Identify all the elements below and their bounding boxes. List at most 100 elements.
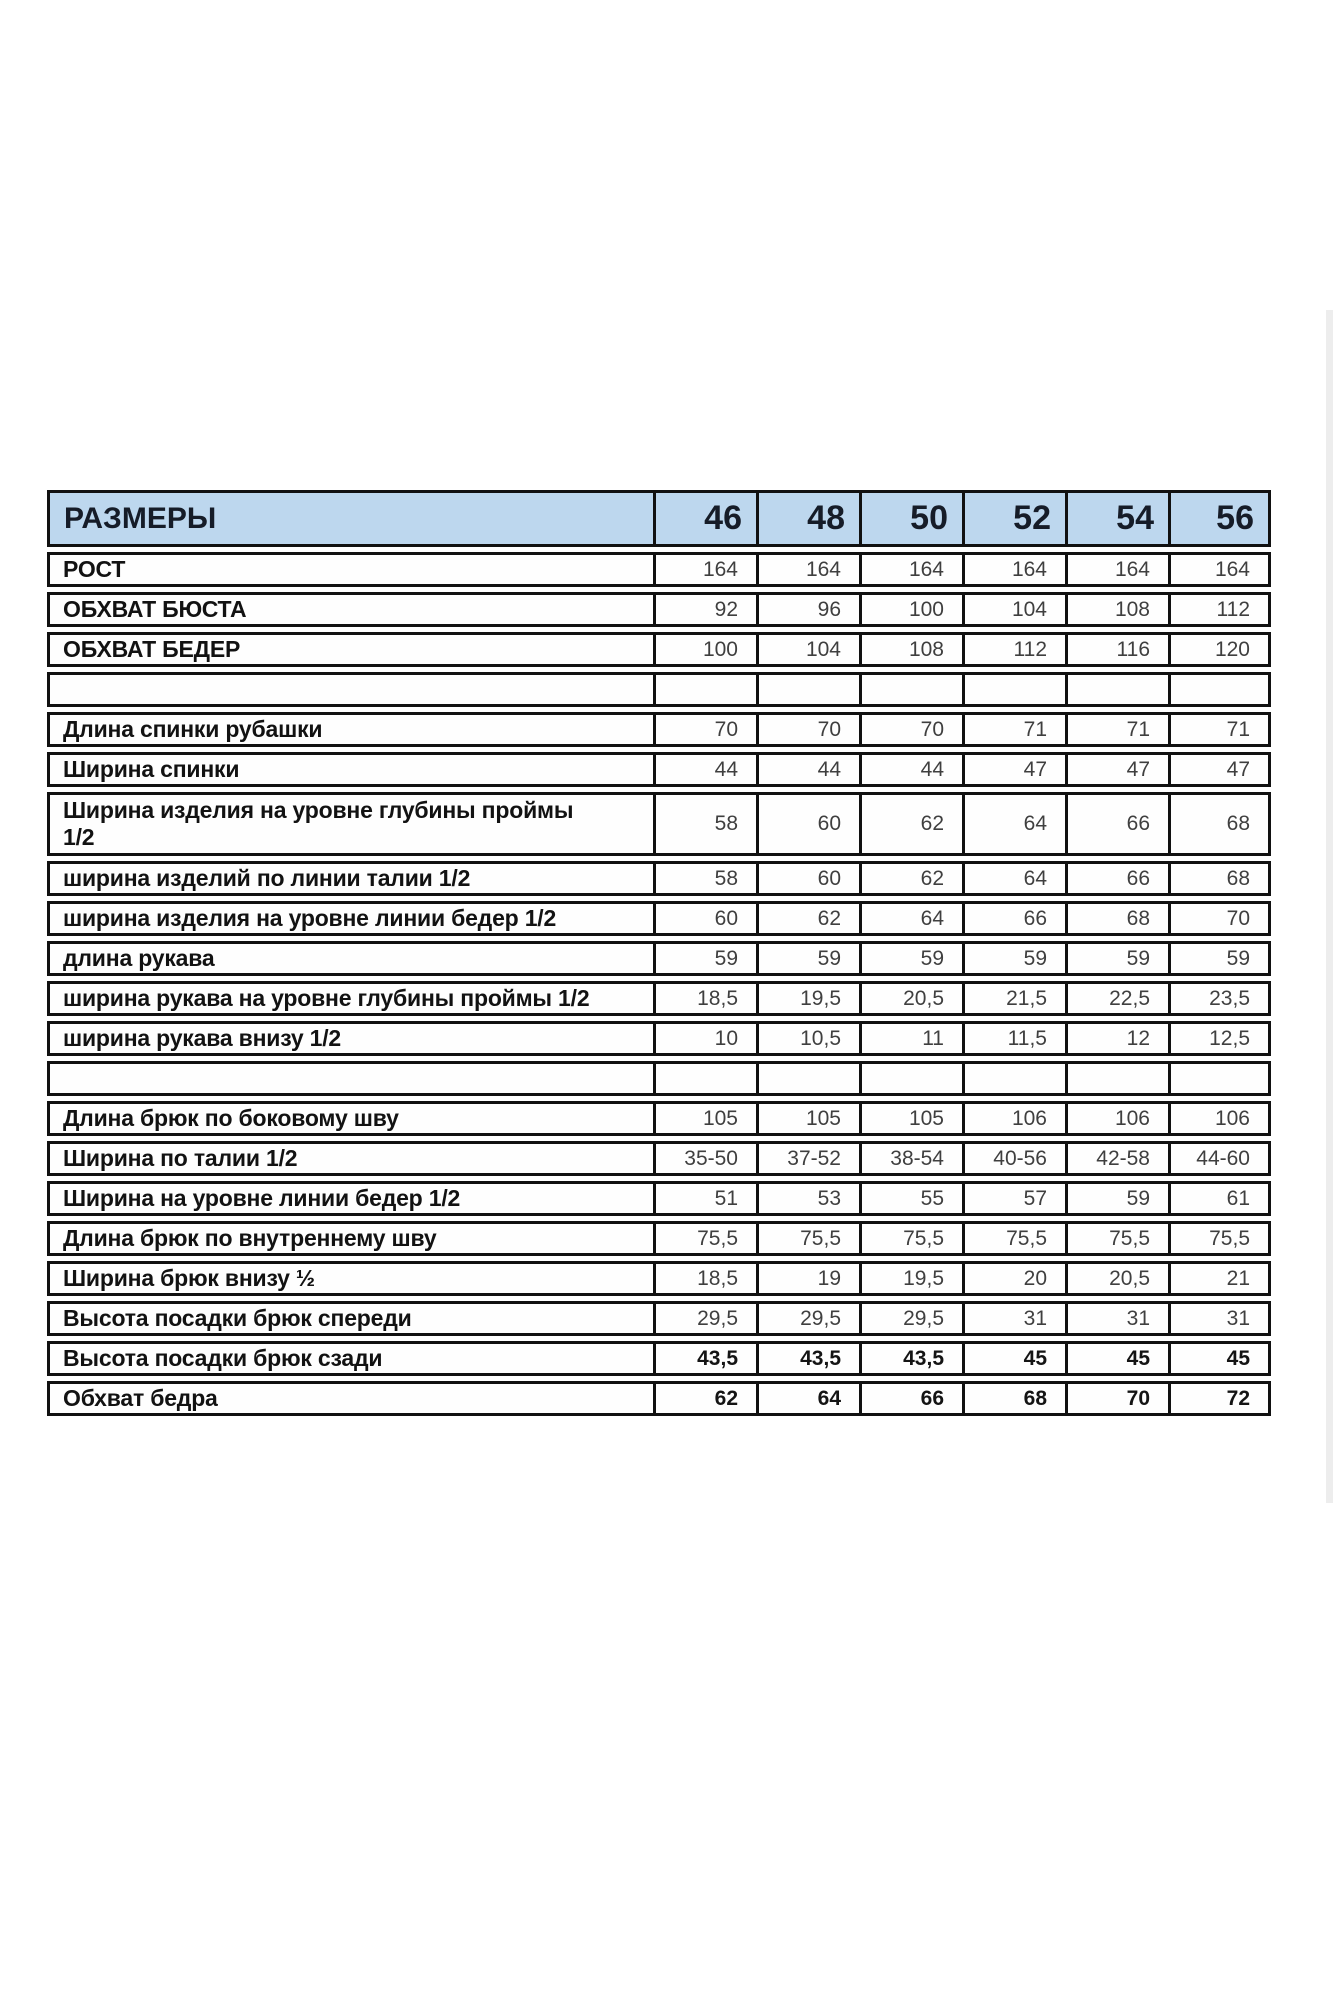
value-cell: 105	[756, 1101, 859, 1136]
value-cell: 18,5	[653, 981, 756, 1016]
value-cell: 60	[756, 861, 859, 896]
table-row: Длина спинки рубашки 70 70 70 71 71 71	[47, 712, 1271, 747]
table-row: Длина брюк по боковому шву 105 105 105 106 10…	[47, 1101, 1271, 1136]
value-cell: 62	[756, 901, 859, 936]
size-column-header: 56	[1168, 490, 1271, 547]
row-label-cell: Длина брюк по внутреннему шву	[47, 1221, 653, 1256]
table-row: Ширина по талии 1/2 35-50 37-52 38-54 40-56 4…	[47, 1141, 1271, 1176]
value-cell: 19	[756, 1261, 859, 1296]
value-cell: 120	[1168, 632, 1271, 667]
value-cell: 19,5	[756, 981, 859, 1016]
value-cell: 164	[653, 552, 756, 587]
value-cell: 112	[962, 632, 1065, 667]
value-cell: 106	[1168, 1101, 1271, 1136]
value-cell: 44-60	[1168, 1141, 1271, 1176]
value-cell: 21	[1168, 1261, 1271, 1296]
value-cell: 11,5	[962, 1021, 1065, 1056]
value-cell: 92	[653, 592, 756, 627]
value-cell: 57	[962, 1181, 1065, 1216]
value-cell: 59	[1168, 941, 1271, 976]
value-cell: 58	[653, 792, 756, 856]
value-cell: 62	[653, 1381, 756, 1416]
table-row: Высота посадки брюк сзади 43,5 43,5 43,5 45 4…	[47, 1341, 1271, 1376]
value-cell: 10	[653, 1021, 756, 1056]
value-cell: 66	[1065, 861, 1168, 896]
value-cell: 66	[1065, 792, 1168, 856]
value-cell: 100	[653, 632, 756, 667]
row-label-cell: ширина рукава внизу 1/2	[47, 1021, 653, 1056]
value-cell: 59	[653, 941, 756, 976]
value-cell	[1065, 1061, 1168, 1096]
value-cell: 62	[859, 792, 962, 856]
row-label-cell: Ширина спинки	[47, 752, 653, 787]
value-cell: 105	[653, 1101, 756, 1136]
table-row: Ширина спинки 44 44 44 47 47 47	[47, 752, 1271, 787]
value-cell: 43,5	[859, 1341, 962, 1376]
value-cell: 164	[756, 552, 859, 587]
value-cell: 19,5	[859, 1261, 962, 1296]
table-title: РАЗМЕРЫ	[47, 490, 653, 547]
value-cell	[653, 672, 756, 707]
row-label-cell: ОБХВАТ БЮСТА	[47, 592, 653, 627]
value-cell: 75,5	[653, 1221, 756, 1256]
value-cell: 70	[1168, 901, 1271, 936]
row-label-cell: РОСТ	[47, 552, 653, 587]
row-label-cell: Ширина изделия на уровне глубины проймы …	[47, 792, 653, 856]
row-label-cell: ширина изделий по линии талии 1/2	[47, 861, 653, 896]
value-cell: 64	[962, 861, 1065, 896]
value-cell: 38-54	[859, 1141, 962, 1176]
value-cell: 21,5	[962, 981, 1065, 1016]
value-cell: 106	[962, 1101, 1065, 1136]
row-label-cell: ширина рукава на уровне глубины проймы 1…	[47, 981, 653, 1016]
value-cell: 164	[962, 552, 1065, 587]
value-cell: 12,5	[1168, 1021, 1271, 1056]
spacer-row	[47, 672, 1271, 707]
table-row: Ширина на уровне линии бедер 1/2 51 53 55 57…	[47, 1181, 1271, 1216]
value-cell: 104	[962, 592, 1065, 627]
value-cell: 75,5	[962, 1221, 1065, 1256]
value-cell: 70	[859, 712, 962, 747]
size-column-header: 46	[653, 490, 756, 547]
row-label-cell: Ширина брюк внизу ½	[47, 1261, 653, 1296]
value-cell: 75,5	[859, 1221, 962, 1256]
value-cell: 37-52	[756, 1141, 859, 1176]
row-label-cell	[47, 1061, 653, 1096]
value-cell: 112	[1168, 592, 1271, 627]
table-row: ширина изделий по линии талии 1/2 58 60 62 6…	[47, 861, 1271, 896]
size-column-header: 52	[962, 490, 1065, 547]
value-cell: 59	[859, 941, 962, 976]
size-column-header: 54	[1065, 490, 1168, 547]
value-cell: 71	[962, 712, 1065, 747]
value-cell: 70	[653, 712, 756, 747]
row-label-cell: Высота посадки брюк спереди	[47, 1301, 653, 1336]
value-cell: 45	[1065, 1341, 1168, 1376]
value-cell: 66	[859, 1381, 962, 1416]
value-cell: 106	[1065, 1101, 1168, 1136]
value-cell: 12	[1065, 1021, 1168, 1056]
value-cell	[1065, 672, 1168, 707]
table-row: ширина рукава на уровне глубины проймы 1…	[47, 981, 1271, 1016]
value-cell: 35-50	[653, 1141, 756, 1176]
size-column-header: 50	[859, 490, 962, 547]
table-row: ширина изделия на уровне линии бедер 1/2…	[47, 901, 1271, 936]
value-cell: 44	[756, 752, 859, 787]
value-cell: 20,5	[1065, 1261, 1168, 1296]
value-cell: 66	[962, 901, 1065, 936]
value-cell: 18,5	[653, 1261, 756, 1296]
value-cell: 45	[962, 1341, 1065, 1376]
value-cell: 55	[859, 1181, 962, 1216]
value-cell: 164	[859, 552, 962, 587]
value-cell: 20,5	[859, 981, 962, 1016]
value-cell: 75,5	[1065, 1221, 1168, 1256]
value-cell: 43,5	[653, 1341, 756, 1376]
value-cell: 53	[756, 1181, 859, 1216]
value-cell	[859, 672, 962, 707]
value-cell: 47	[1065, 752, 1168, 787]
value-cell: 108	[1065, 592, 1168, 627]
value-cell: 116	[1065, 632, 1168, 667]
value-cell: 29,5	[653, 1301, 756, 1336]
row-label-cell: длина рукава	[47, 941, 653, 976]
value-cell: 64	[756, 1381, 859, 1416]
value-cell: 72	[1168, 1381, 1271, 1416]
